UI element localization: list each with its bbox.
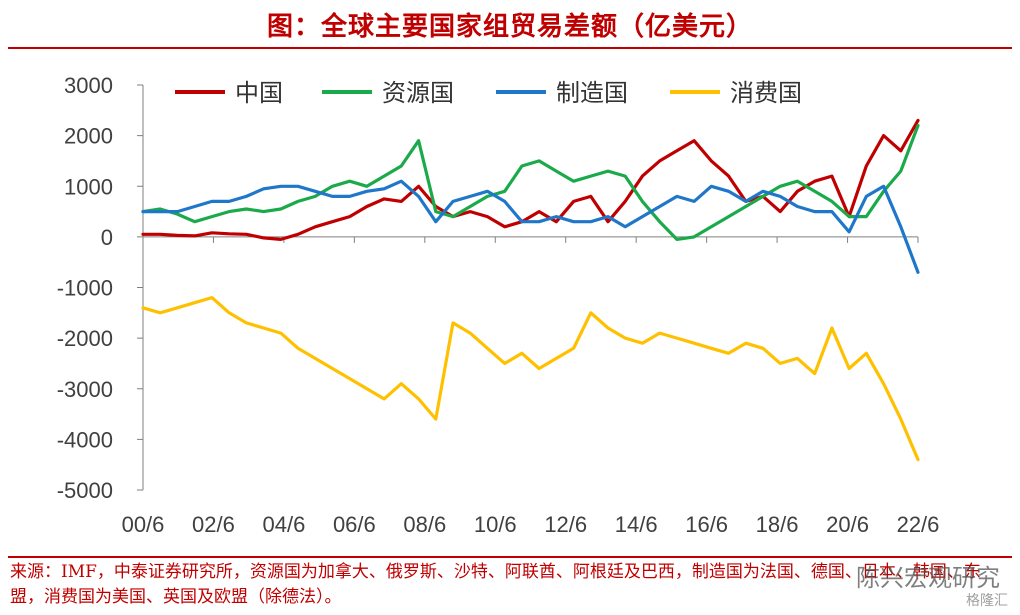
x-tick-label: 12/6	[544, 512, 587, 537]
legend-label-3: 消费国	[730, 79, 802, 107]
x-tick-label: 08/6	[403, 512, 446, 537]
y-tick-label: 0	[101, 225, 113, 250]
y-tick-label: -2000	[57, 326, 113, 351]
y-tick-label: 3000	[64, 73, 113, 98]
series-line-1	[141, 123, 920, 241]
y-tick-label: -4000	[57, 427, 113, 452]
legend-label-0: 中国	[235, 79, 283, 107]
y-tick-label: 2000	[64, 124, 113, 149]
title-rule	[8, 47, 1012, 49]
x-tick-label: 06/6	[333, 512, 376, 537]
chart-axes: 3000 2000 1000 0 -1000 -2000 -3000 -4000 -5000 00…	[57, 73, 940, 537]
source-rule	[8, 556, 1012, 558]
x-tick-label: 02/6	[192, 512, 235, 537]
x-tick-label: 20/6	[826, 512, 869, 537]
series-line-2	[141, 179, 920, 274]
line-chart: 3000 2000 1000 0 -1000 -2000 -3000 -4000 -5000 00…	[57, 73, 940, 537]
y-tick-label: -1000	[57, 276, 113, 301]
legend-label-2: 制造国	[556, 79, 628, 107]
watermark-text: 陈兴宏观研究	[856, 564, 1000, 592]
y-tick-label: -5000	[57, 478, 113, 503]
x-tick-label: 22/6	[897, 512, 940, 537]
x-tick-label: 18/6	[756, 512, 799, 537]
chart-legend: 中国 资源国 制造国 消费国	[175, 79, 802, 107]
chart-lines	[141, 118, 920, 462]
y-tick-label: -3000	[57, 377, 113, 402]
x-tick-label: 04/6	[262, 512, 305, 537]
watermark-logo-text: 格隆汇	[966, 593, 1008, 609]
legend-label-1: 资源国	[382, 79, 454, 107]
x-tick-label: 16/6	[685, 512, 728, 537]
y-tick-label: 1000	[64, 174, 113, 199]
x-tick-label: 14/6	[615, 512, 658, 537]
series-line-3	[141, 296, 920, 462]
x-tick-label: 00/6	[122, 512, 165, 537]
chart-title: 图：全球主要国家组贸易差额（亿美元）	[266, 12, 753, 42]
x-tick-label: 10/6	[474, 512, 517, 537]
source-note: 来源：IMF，中泰证券研究所，资源国为加拿大、俄罗斯、沙特、阿联酋、阿根廷及巴西…	[10, 562, 981, 607]
